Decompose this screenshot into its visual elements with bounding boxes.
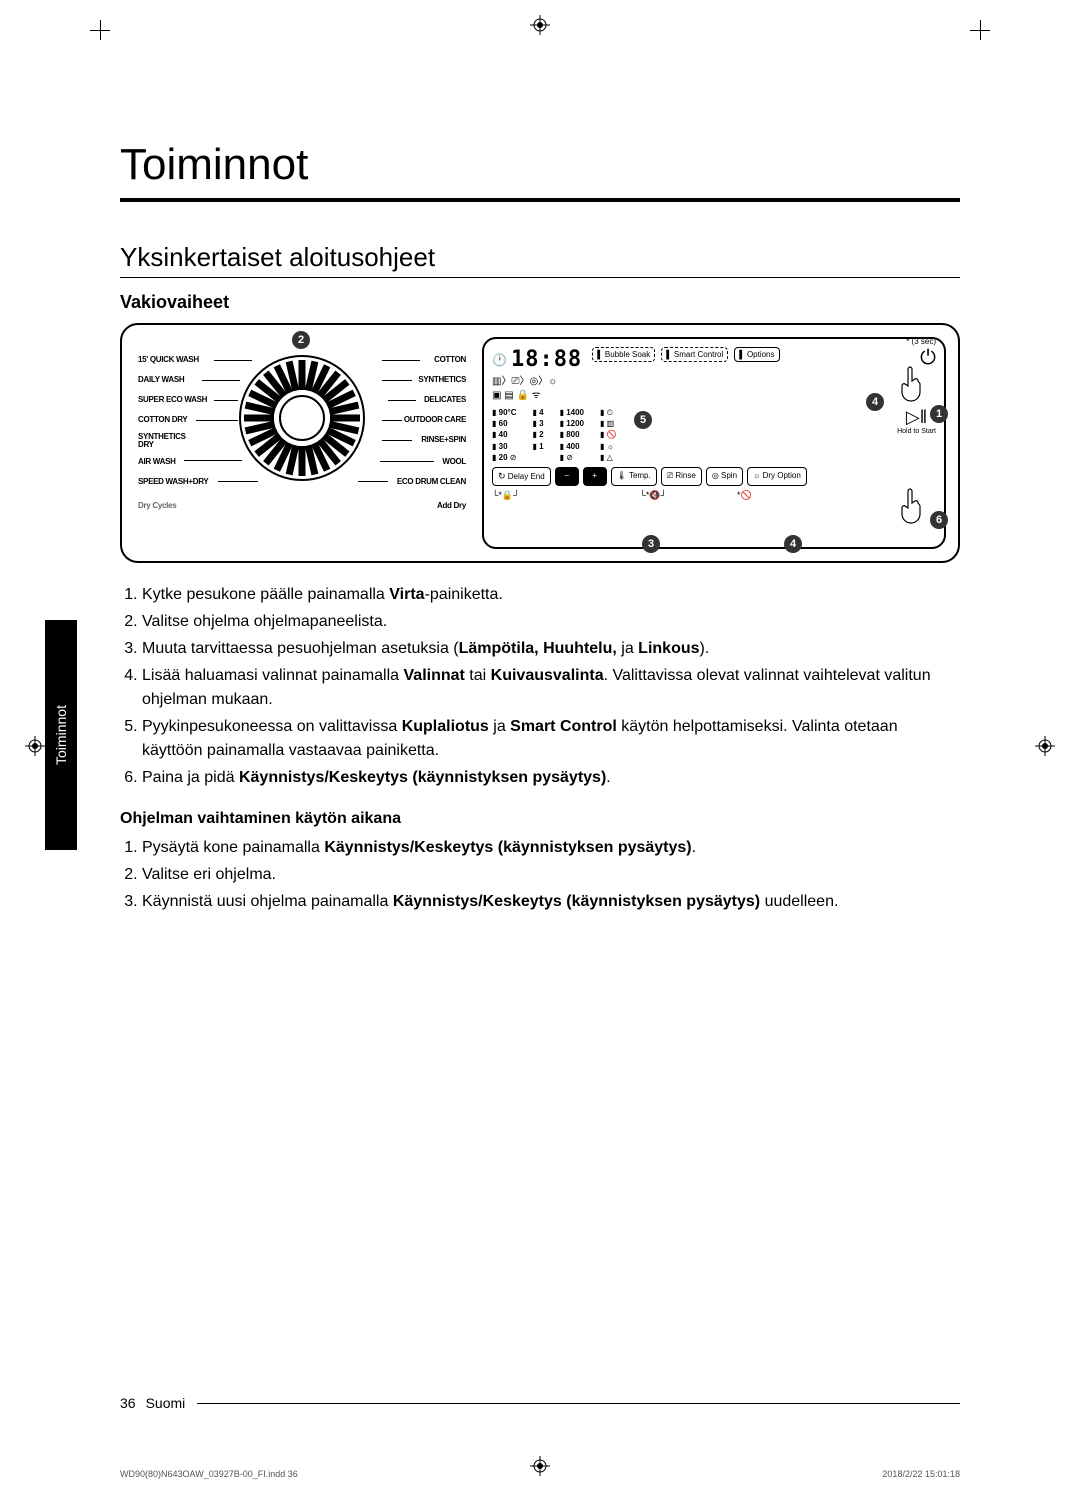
dial-label: COTTON: [434, 355, 466, 364]
temp-button: 🌡 Temp.: [611, 467, 657, 486]
dial-line: [214, 400, 238, 401]
star-note: * (3 sec): [906, 337, 936, 346]
sound-indicator: └*🔇┘: [639, 490, 666, 501]
print-meta-file: WD90(80)N643OAW_03927B-00_FI.indd 36: [120, 1469, 298, 1479]
step-item: Valitse eri ohjelma.: [142, 863, 960, 887]
dial-label: SYNTHETICS DRY: [138, 433, 198, 449]
dial-line: [382, 440, 412, 441]
dial-line: [184, 460, 242, 461]
smart-control-option: ▌Smart Control: [661, 347, 728, 362]
dial-label: DAILY WASH: [138, 375, 184, 384]
dial-line: [218, 481, 258, 482]
status-icons: ▥〉⎚〉◎〉☼: [492, 372, 582, 387]
steps-list-2: Pysäytä kone painamalla Käynnistys/Keske…: [142, 836, 960, 914]
dial-label: ECO DRUM CLEAN: [397, 477, 466, 486]
subheading: Vakiovaiheet: [120, 292, 960, 313]
dial-line: [358, 481, 388, 482]
dial-line: [382, 420, 402, 421]
dial-line: [196, 420, 238, 421]
finger-icon: [898, 363, 926, 403]
registration-mark: [25, 736, 45, 756]
dial-label: WOOL: [442, 457, 466, 466]
dial-line: [382, 360, 420, 361]
section-heading: Yksinkertaiset aloitusohjeet: [120, 242, 960, 273]
crop-mark: [970, 20, 990, 40]
dial-label: OUTDOOR CARE: [404, 415, 466, 424]
callout-4b: 4: [784, 535, 802, 553]
side-tab: Toiminnot: [45, 620, 77, 850]
dial-label: 15' QUICK WASH: [138, 355, 199, 364]
dial-label: AIR WASH: [138, 457, 176, 466]
spin-values: ▮ 1400 ▮ 1200 ▮ 800 ▮ 400 ▮ ⊘: [560, 407, 584, 463]
step-item: Pyykinpesukoneessa on valittavissa Kupla…: [142, 715, 960, 763]
section-rule: [120, 277, 960, 278]
hold-to-start-label: Hold to Start: [897, 428, 936, 435]
dial-line: [214, 360, 252, 361]
dial-label: DELICATES: [424, 395, 466, 404]
minus-button: −: [555, 467, 579, 486]
registration-mark: [530, 15, 550, 35]
print-meta-timestamp: 2018/2/22 15:01:18: [882, 1469, 960, 1479]
callout-2: 2: [292, 331, 310, 349]
dial-label: SYNTHETICS: [418, 375, 466, 384]
temp-values: ▮ 90°C ▮ 60 ▮ 40 ▮ 30 ▮ 20 ⊘: [492, 407, 517, 463]
footer-lang: Suomi: [146, 1395, 186, 1411]
program-dial: [237, 353, 367, 483]
registration-mark: [1035, 736, 1055, 756]
callout-3: 3: [642, 535, 660, 553]
crop-mark: [90, 20, 110, 40]
dial-label: Add Dry: [437, 501, 466, 510]
dry-option-button: ☼ Dry Option: [747, 467, 807, 486]
dial-line: [382, 380, 412, 381]
step-item: Lisää haluamasi valinnat painamalla Vali…: [142, 664, 960, 712]
callout-4: 4: [866, 393, 884, 411]
rinse-button: ⎚ Rinse: [661, 467, 702, 486]
page-number: 36: [120, 1395, 136, 1411]
control-panel-diagram: 2 15' QUICK WASH DAILY WASH SUPER ECO WA…: [120, 323, 960, 563]
dial-label: SPEED WASH+DRY: [138, 477, 208, 486]
step-item: Muuta tarvittaessa pesuohjelman asetuksi…: [142, 637, 960, 661]
registration-mark: [530, 1456, 550, 1476]
step-item: Kytke pesukone päälle painamalla Virta-p…: [142, 583, 960, 607]
dial-label: COTTON DRY: [138, 415, 187, 424]
lock-indicator: └*🔒┘: [492, 490, 519, 501]
plus-button: +: [583, 467, 607, 486]
side-tab-label: Toiminnot: [53, 705, 69, 765]
spin-button: ◎ Spin: [706, 467, 743, 486]
dial-label: Dry Cycles: [138, 501, 176, 510]
status-icons-2: ▣ ▤ 🔒 ᯤ: [492, 387, 582, 401]
callout-1: 1: [930, 405, 948, 423]
dial-label: SUPER ECO WASH: [138, 395, 207, 404]
options-option: ▌Options: [734, 347, 779, 362]
subheading-2: Ohjelman vaihtaminen käytön aikana: [120, 810, 960, 828]
dial-line: [202, 380, 240, 381]
display-panel: * (3 sec) 🕐 18:88 ▥〉⎚〉◎〉☼ ▣ ▤ 🔒 ᯤ ▌Bubbl…: [482, 337, 946, 549]
dry-values: ▮ ⏲ ▮ ▥ ▮ 🚫 ▮ ☼ ▮ △: [600, 407, 617, 463]
dial-line: [388, 400, 416, 401]
step-item: Paina ja pidä Käynnistys/Keskeytys (käyn…: [142, 766, 960, 790]
bubble-soak-option: ▌Bubble Soak: [592, 347, 655, 362]
steps-list: Kytke pesukone päälle painamalla Virta-p…: [142, 583, 960, 790]
finger-icon: [898, 485, 926, 525]
dial-area: 2 15' QUICK WASH DAILY WASH SUPER ECO WA…: [132, 333, 472, 553]
dial-label: RINSE+SPIN: [421, 435, 466, 444]
rinse-values: ▮ 4 ▮ 3 ▮ 2 ▮ 1: [533, 407, 544, 452]
footer-rule: [197, 1403, 960, 1404]
callout-5: 5: [634, 411, 652, 429]
page-title: Toiminnot: [120, 140, 960, 190]
callout-6: 6: [930, 511, 948, 529]
delay-end-button: ↻ Delay End: [492, 467, 551, 486]
star-indicator: *🚫: [737, 490, 752, 501]
step-item: Pysäytä kone painamalla Käynnistys/Keske…: [142, 836, 960, 860]
step-item: Käynnistä uusi ohjelma painamalla Käynni…: [142, 890, 960, 914]
page-footer: 36 Suomi: [120, 1395, 960, 1411]
time-display: 18:88: [511, 347, 582, 372]
dial-line: [380, 461, 434, 462]
title-rule: [120, 198, 960, 202]
clock-icon: 🕐: [492, 353, 507, 367]
step-item: Valitse ohjelma ohjelmapaneelista.: [142, 610, 960, 634]
